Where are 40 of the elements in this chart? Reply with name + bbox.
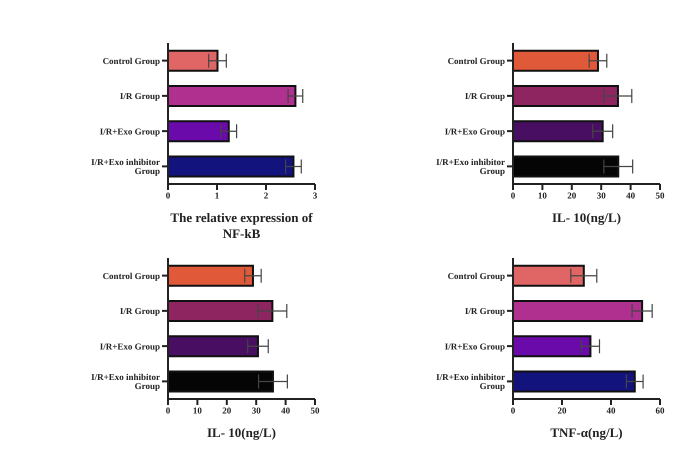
y-tick-label: I/R+Exo inhibitor Group (91, 372, 160, 392)
y-tick-label: I/R+Exo inhibitor Group (436, 157, 505, 176)
x-tick-label: 40 (626, 190, 636, 200)
x-tick-label: 10 (192, 405, 202, 416)
x-tick-label: 30 (596, 190, 606, 200)
y-tick-label: Control Group (102, 270, 160, 281)
y-tick-label: I/R Group (464, 306, 505, 316)
y-tick-label: I/R Group (120, 91, 160, 102)
y-tick-label: I/R+Exo Group (444, 341, 505, 352)
x-tick-label: 40 (281, 405, 291, 416)
x-tick-label: 50 (656, 190, 665, 200)
x-axis-title: The relative expression of NF-kB (169, 210, 314, 242)
x-tick-label: 40 (606, 405, 616, 416)
y-tick-label: I/R+Exo Group (100, 341, 160, 352)
x-tick-label: 2 (264, 190, 269, 200)
x-tick-label: 3 (312, 190, 318, 200)
x-tick-label: 20 (558, 405, 567, 416)
y-tick-label: I/R+Exo inhibitor Group (436, 372, 505, 392)
x-tick-label: 60 (656, 405, 665, 416)
x-tick-label: 1 (214, 190, 220, 200)
x-tick-label: 0 (166, 190, 171, 200)
y-tick-label: I/R+Exo Group (444, 126, 505, 136)
x-tick-label: 30 (252, 405, 262, 416)
x-tick-label: 20 (567, 190, 577, 200)
x-tick-label: 0 (166, 405, 171, 416)
x-axis-title: TNF-α(ng/L) (549, 425, 624, 441)
y-tick-label: I/R+Exo inhibitor Group (91, 157, 160, 176)
y-tick-label: Control Group (102, 56, 160, 66)
y-tick-label: Control Group (448, 270, 505, 281)
x-axis-title: IL- 10(ng/L) (206, 425, 277, 441)
x-tick-label: 50 (310, 405, 320, 416)
x-tick-label: 20 (222, 405, 232, 416)
x-tick-label: 0 (510, 190, 516, 200)
x-tick-label: 0 (510, 405, 516, 416)
y-tick-label: Control Group (448, 56, 505, 66)
x-tick-label: 10 (538, 190, 548, 200)
y-tick-label: I/R Group (464, 91, 505, 102)
x-axis-title: IL- 10(ng/L) (551, 210, 622, 226)
y-tick-label: I/R Group (120, 306, 160, 316)
y-tick-label: I/R+Exo Group (100, 126, 160, 136)
